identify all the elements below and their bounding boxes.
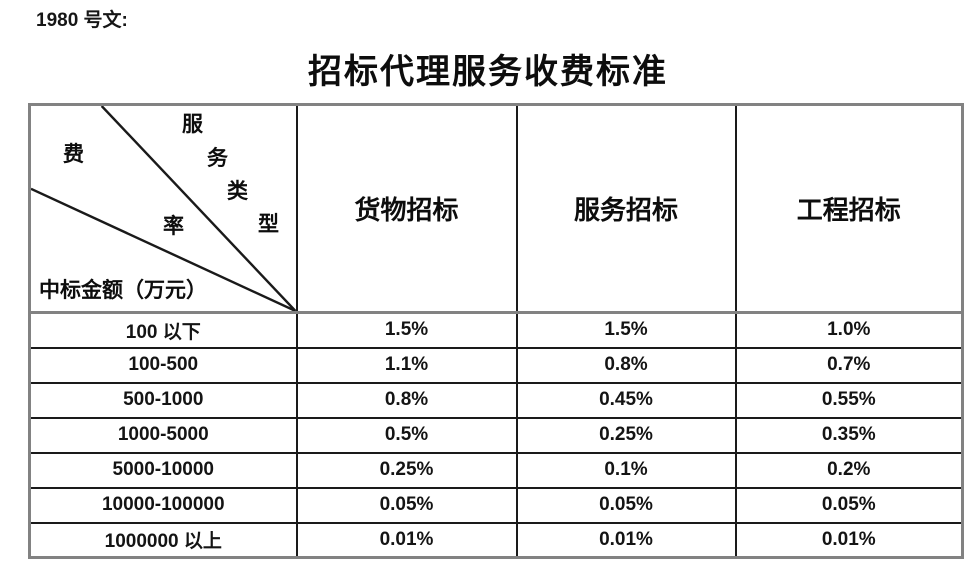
table-row: 1000-5000 0.5% 0.25% 0.35%	[28, 416, 964, 454]
corner-diagonal-lines	[31, 106, 296, 311]
engineering-rate-cell: 1.0%	[734, 311, 964, 349]
amount-range-cell: 1000000 以上	[28, 521, 298, 559]
services-rate-cell: 0.25%	[515, 416, 737, 454]
table-row: 100 以下 1.5% 1.5% 1.0%	[28, 311, 964, 349]
engineering-rate-cell: 0.7%	[734, 346, 964, 384]
goods-rate-cell: 0.05%	[295, 486, 518, 524]
service-type-char: 型	[258, 212, 279, 236]
table-row: 5000-10000 0.25% 0.1% 0.2%	[28, 451, 964, 489]
diagonal-line-upper	[100, 106, 296, 311]
services-rate-cell: 0.45%	[515, 381, 737, 419]
services-rate-cell: 0.01%	[515, 521, 737, 559]
diagonal-line-lower	[31, 187, 296, 311]
fee-rate-char: 费	[63, 142, 84, 166]
service-type-char: 类	[227, 179, 248, 203]
services-rate-cell: 0.8%	[515, 346, 737, 384]
amount-range-cell: 10000-100000	[28, 486, 298, 524]
goods-rate-cell: 1.1%	[295, 346, 518, 384]
column-header-engineering: 工程招标	[734, 103, 964, 314]
engineering-rate-cell: 0.01%	[734, 521, 964, 559]
table-row: 10000-100000 0.05% 0.05% 0.05%	[28, 486, 964, 524]
table-row: 500-1000 0.8% 0.45% 0.55%	[28, 381, 964, 419]
services-rate-cell: 0.05%	[515, 486, 737, 524]
column-header-services: 服务招标	[515, 103, 737, 314]
service-type-char: 服	[182, 112, 203, 136]
goods-rate-cell: 0.01%	[295, 521, 518, 559]
amount-range-cell: 500-1000	[28, 381, 298, 419]
goods-rate-cell: 0.8%	[295, 381, 518, 419]
page-title: 招标代理服务收费标准	[308, 54, 668, 91]
goods-rate-cell: 1.5%	[295, 311, 518, 349]
services-rate-cell: 1.5%	[515, 311, 737, 349]
amount-range-cell: 100 以下	[28, 311, 298, 349]
table-corner-cell: 服 务 类 型 费 率 中标金额（万元）	[28, 103, 298, 314]
goods-rate-cell: 0.5%	[295, 416, 518, 454]
engineering-rate-cell: 0.05%	[734, 486, 964, 524]
engineering-rate-cell: 0.55%	[734, 381, 964, 419]
service-type-char: 务	[207, 146, 228, 170]
goods-rate-cell: 0.25%	[295, 451, 518, 489]
amount-range-cell: 100-500	[28, 346, 298, 384]
amount-range-cell: 5000-10000	[28, 451, 298, 489]
bid-amount-axis-label: 中标金额（万元）	[39, 278, 207, 302]
engineering-rate-cell: 0.2%	[734, 451, 964, 489]
services-rate-cell: 0.1%	[515, 451, 737, 489]
fee-table: 服 务 类 型 费 率 中标金额（万元） 货物招标 服务招标 工程招标 100 …	[28, 103, 964, 559]
engineering-rate-cell: 0.35%	[734, 416, 964, 454]
table-row: 100-500 1.1% 0.8% 0.7%	[28, 346, 964, 384]
fee-rate-char: 率	[163, 214, 184, 238]
doc-number-label: 1980 号文:	[36, 10, 128, 31]
amount-range-cell: 1000-5000	[28, 416, 298, 454]
table-row: 1000000 以上 0.01% 0.01% 0.01%	[28, 521, 964, 559]
table-header-row: 服 务 类 型 费 率 中标金额（万元） 货物招标 服务招标 工程招标	[28, 103, 964, 314]
column-header-goods: 货物招标	[295, 103, 518, 314]
